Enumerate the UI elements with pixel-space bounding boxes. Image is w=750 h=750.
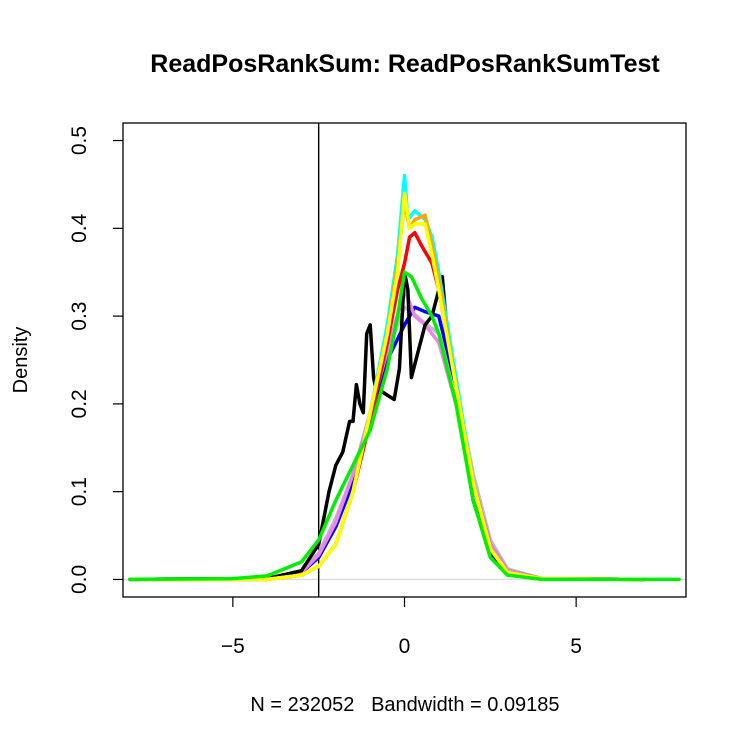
density-series-5 — [128, 230, 647, 582]
density-series-8 — [128, 191, 647, 582]
x-axis-label: N = 232052 Bandwidth = 0.09185 — [250, 694, 559, 716]
x-tick-label: 0 — [399, 635, 411, 658]
series-layer — [128, 173, 681, 582]
x-axis: −5 0 5 — [221, 597, 582, 658]
chart-title: ReadPosRankSum: ReadPosRankSumTest — [150, 50, 660, 78]
y-tick-label: 0.5 — [68, 126, 91, 155]
y-axis-label: Density — [10, 327, 32, 394]
density-series-6 — [128, 173, 647, 582]
y-tick-label: 0.1 — [68, 477, 91, 506]
y-axis: 0.0 0.1 0.2 0.3 0.4 0.5 — [68, 126, 123, 594]
y-tick-label: 0.2 — [68, 389, 91, 418]
density-series-7 — [128, 200, 647, 582]
x-tick-label: −5 — [221, 635, 245, 658]
x-tick-label: 5 — [570, 635, 582, 658]
y-tick-label: 0.3 — [68, 302, 91, 331]
density-series-9 — [128, 270, 681, 582]
y-tick-label: 0.4 — [68, 213, 91, 243]
y-tick-label: 0.0 — [68, 565, 91, 594]
